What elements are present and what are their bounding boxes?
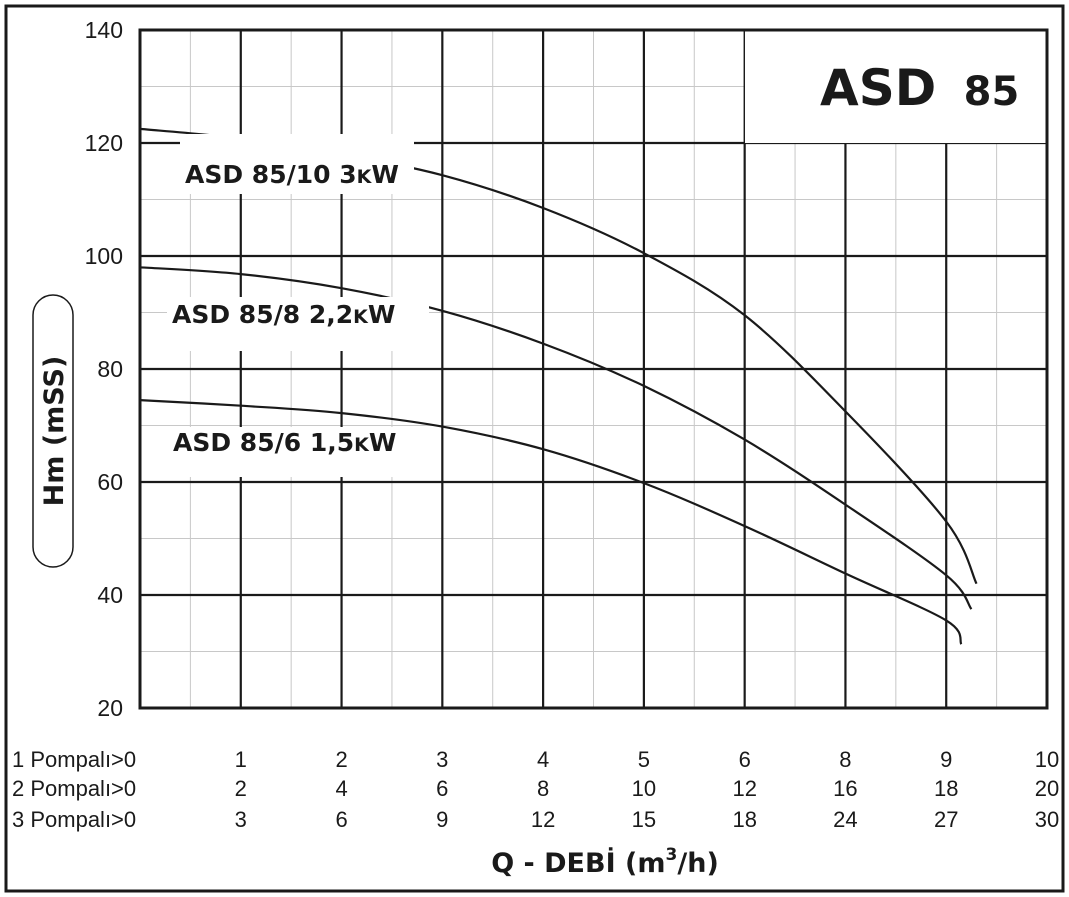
x-tick-label: 4 (537, 747, 549, 772)
series-label-unit-w: W (368, 300, 396, 329)
y-axis-title: Hm (mSS) (39, 356, 70, 507)
x-tick-label: 5 (638, 747, 650, 772)
y-tick-label: 100 (85, 243, 123, 269)
x-tick-label: 9 (436, 807, 448, 832)
x-axis-title-superscript: 3 (666, 845, 678, 865)
x-tick-label: 27 (934, 807, 958, 832)
x-row-label: 1 Pompalı>0 (12, 747, 136, 772)
series-label-main: ASD 85/6 1,5 (173, 428, 354, 457)
x-tick-label: 1 (235, 747, 247, 772)
y-tick-label: 60 (97, 469, 123, 495)
chart-title: ASD 85 (820, 59, 1019, 117)
x-tick-label: 3 (436, 747, 448, 772)
x-tick-label: 12 (531, 807, 555, 832)
x-tick-label: 3 (235, 807, 247, 832)
series-label-backdrop (180, 134, 414, 194)
title-box (745, 30, 1047, 143)
series-label-unit-k: K (357, 166, 373, 188)
x-axis-title: Q - DEBİ (m3/h) (491, 845, 719, 879)
y-axis-title-pill (32, 294, 74, 568)
series-label-3: ASD 85/6 1,5KW (173, 428, 396, 457)
x-tick-label: 24 (833, 807, 857, 832)
x-tick-label: 6 (335, 807, 347, 832)
series-label-2: ASD 85/8 2,2KW (172, 300, 395, 329)
series-label-unit-k: K (353, 306, 369, 328)
x-tick-label: 4 (335, 776, 347, 801)
performance-curves (139, 127, 978, 645)
x-row-label: 2 Pompalı>0 (12, 776, 136, 801)
x-tick-label: 30 (1035, 807, 1059, 832)
y-tick-label: 40 (97, 582, 123, 608)
x-tick-label: 15 (632, 807, 656, 832)
y-tick-label: 140 (85, 17, 123, 43)
curve-3 (139, 399, 963, 645)
curve-1 (139, 127, 978, 585)
y-tick-labels: 20 40 60 80 100 120 140 (85, 17, 123, 721)
x-tick-label: 18 (934, 776, 958, 801)
series-label-unit-w: W (369, 428, 397, 457)
x-tick-label: 6 (739, 747, 751, 772)
x-tick-label: 20 (1035, 776, 1059, 801)
series-label-backdrop (167, 297, 429, 351)
outer-frame (4, 4, 1065, 893)
curve-2 (139, 266, 973, 610)
series-label-main: ASD 85/10 3 (185, 160, 357, 189)
x-tick-label: 9 (940, 747, 952, 772)
x-tick-label: 18 (732, 807, 756, 832)
x-axis-title-main: Q - DEBİ (m (491, 847, 665, 879)
x-tick-label: 6 (436, 776, 448, 801)
chart-title-number: 85 (964, 69, 1020, 115)
series-label-backdrop (168, 427, 408, 477)
chart-title-main: ASD (820, 59, 936, 117)
y-tick-label: 120 (85, 130, 123, 156)
series-label-unit-k: K (354, 434, 370, 456)
x-tick-rows: 1 Pompalı>0 1 2 3 4 5 6 8 9 102 Pompalı>0 2 4 6 8 10 12… (12, 747, 1059, 832)
x-tick-label: 2 (235, 776, 247, 801)
series-label-1: ASD 85/10 3KW (185, 160, 399, 189)
x-tick-label: 10 (632, 776, 656, 801)
x-tick-label: 16 (833, 776, 857, 801)
x-tick-label: 8 (839, 747, 851, 772)
plot-frame (138, 28, 1049, 710)
x-row-label: 3 Pompalı>0 (12, 807, 136, 832)
x-axis-title-tail: /h) (677, 848, 718, 879)
x-tick-label: 2 (335, 747, 347, 772)
y-tick-label: 20 (97, 695, 123, 721)
x-tick-label: 12 (732, 776, 756, 801)
series-label-unit-w: W (371, 160, 399, 189)
x-tick-label: 8 (537, 776, 549, 801)
y-tick-label: 80 (97, 356, 123, 382)
x-tick-label: 10 (1035, 747, 1059, 772)
series-label-main: ASD 85/8 2,2 (172, 300, 353, 329)
